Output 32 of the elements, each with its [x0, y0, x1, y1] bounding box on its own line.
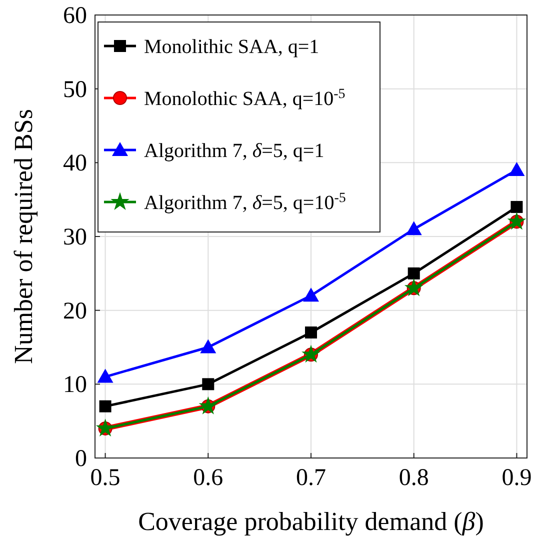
- point: [302, 344, 320, 363]
- point: [198, 396, 218, 414]
- y-tick-label: 60: [63, 3, 87, 29]
- point: [303, 288, 319, 302]
- x-tick-label: 0.5: [90, 465, 120, 491]
- point: [97, 368, 114, 383]
- point: [200, 339, 216, 354]
- legend-label: Algorithm 7, δ=5, q=1: [144, 140, 324, 162]
- point: [99, 400, 112, 412]
- y-tick-label: 20: [63, 298, 87, 324]
- point: [404, 278, 424, 296]
- legend-label: Monolithic SAA, q=1: [144, 36, 320, 58]
- point: [507, 212, 526, 230]
- point: [408, 267, 420, 280]
- y-tick-label: 10: [63, 372, 87, 398]
- point: [510, 200, 523, 213]
- legend-label: Algorithm 7, δ=5, q=10$^{-5}$: [144, 190, 346, 214]
- y-tick-label: 0: [75, 446, 87, 472]
- point: [305, 326, 317, 338]
- x-tick-label: 0.9: [502, 465, 532, 491]
- point: [406, 221, 422, 236]
- x-axis-title: Coverage probability demand (β): [138, 507, 484, 536]
- point: [202, 378, 214, 390]
- y-tick-label: 40: [63, 150, 87, 177]
- y-tick-label: 30: [63, 224, 87, 250]
- point: [508, 162, 525, 176]
- x-tick-label: 0.8: [398, 465, 429, 491]
- x-tick-label: 0.7: [296, 465, 326, 491]
- y-axis-title: Number of required BSs: [9, 109, 38, 364]
- x-tick-label: 0.6: [193, 465, 224, 491]
- y-tick-label: 50: [63, 76, 87, 103]
- legend-label: Monolothic SAA, q=10$^{-5}$: [144, 86, 346, 110]
